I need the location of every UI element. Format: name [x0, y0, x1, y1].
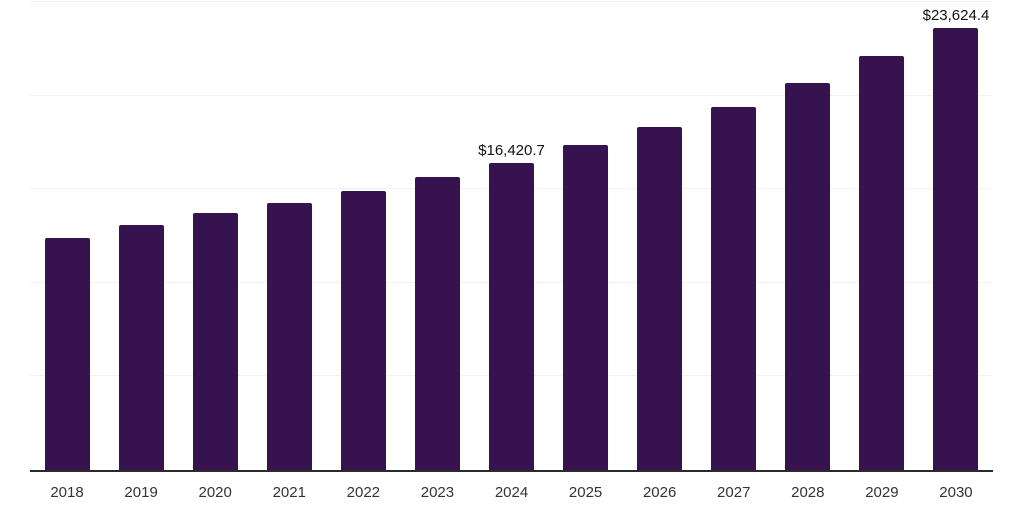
x-tick-2025: 2025	[568, 484, 603, 501]
x-tick-2024: 2024	[494, 484, 529, 501]
bar-2026	[637, 127, 683, 470]
bar-2021	[266, 202, 312, 470]
bars: $16,420.7 $23,624.4	[30, 2, 993, 470]
data-label-2024: $16,420.7	[478, 141, 545, 159]
x-tick-2021: 2021	[272, 484, 306, 501]
x-axis-labels: 2018 2019 2020 2021 2022 2023 2024 2025 2026 2027…	[30, 484, 993, 501]
bar-column-2023	[400, 2, 474, 470]
bar-column-2019	[104, 2, 178, 470]
x-tick-2023: 2023	[420, 484, 455, 501]
bar-column-2024: $16,420.7	[474, 2, 548, 470]
x-tick-2028: 2028	[791, 484, 825, 501]
bar-2029	[859, 55, 905, 470]
bar-2018	[44, 238, 90, 470]
bar-column-2018	[30, 2, 104, 470]
gridline-20000	[30, 94, 993, 96]
x-axis-line	[30, 470, 993, 472]
bar-2024: $16,420.7	[478, 143, 545, 470]
bar-column-2022	[326, 2, 400, 470]
data-label-2030: $23,624.4	[922, 6, 990, 24]
bar-column-2026	[623, 2, 697, 470]
bar-2019	[118, 224, 164, 470]
bar-column-2030: $23,624.4	[919, 2, 993, 470]
bar-column-2027	[697, 2, 771, 470]
bar-2022	[340, 190, 386, 470]
bar-2030: $23,624.4	[923, 8, 989, 470]
bar-2023	[414, 176, 460, 470]
x-tick-2020: 2020	[198, 484, 232, 501]
plot-area: $16,420.7 $23,624.4	[30, 1, 993, 470]
x-tick-2018: 2018	[50, 484, 84, 501]
bar-2025	[563, 145, 609, 470]
bar-2028	[785, 82, 831, 470]
x-tick-2019: 2019	[124, 484, 158, 501]
bar-column-2020	[178, 2, 252, 470]
x-tick-2026: 2026	[642, 484, 677, 501]
bar-2020	[192, 212, 238, 470]
x-tick-2029: 2029	[865, 484, 899, 501]
x-tick-2027: 2027	[717, 484, 751, 501]
x-tick-2030: 2030	[939, 484, 973, 501]
bar-column-2021	[252, 2, 326, 470]
bar-column-2029	[845, 2, 919, 470]
bar-2027	[711, 106, 757, 470]
x-tick-2022: 2022	[346, 484, 381, 501]
bar-column-2028	[771, 2, 845, 470]
gridline-25000	[30, 1, 993, 2]
bar-column-2025	[549, 2, 623, 470]
